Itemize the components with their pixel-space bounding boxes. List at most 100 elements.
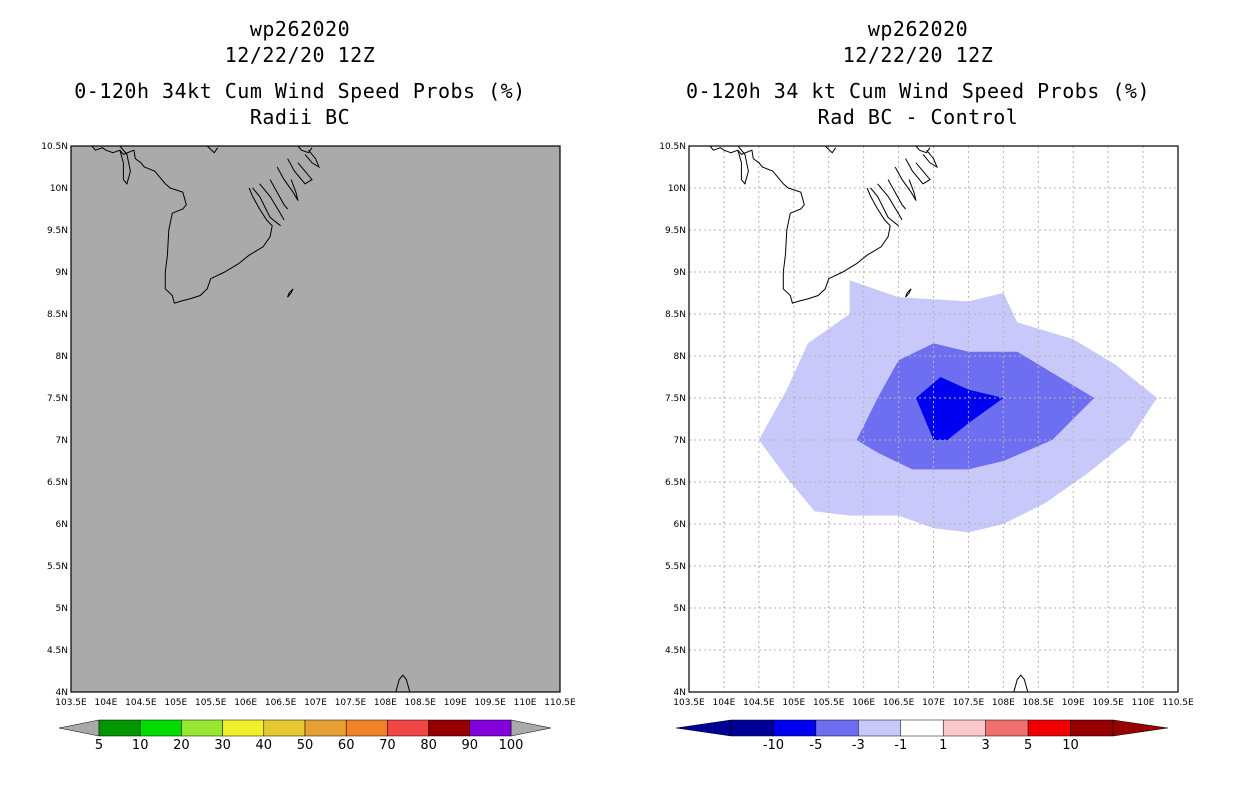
coastline-delta-2 (269, 179, 288, 210)
colorbar-swatch (1070, 719, 1114, 737)
right-product-title: 0-120h 34 kt Cum Wind Speed Probs (%) (685, 79, 1151, 103)
right-subtitle: Rad BC - Control (817, 105, 1019, 129)
coastline-delta-1 (877, 183, 903, 221)
colorbar-swatch (345, 719, 388, 737)
lat-tick-label: 6.5N (47, 478, 68, 488)
colorbar-swatch (181, 719, 223, 737)
colorbar-label: 5 (95, 738, 103, 753)
lon-tick-label: 106E (234, 698, 257, 708)
coastline-delta-4 (287, 158, 313, 185)
left-map-background (71, 146, 560, 692)
colorbar-label: -1 (894, 738, 907, 753)
colorbar-swatch (773, 719, 817, 737)
lon-tick-label: 106E (852, 698, 875, 708)
right-panel-title: wp262020 12/22/20 12Z 0-120h 34 kt Cum W… (638, 16, 1198, 130)
right-datetime: 12/22/20 12Z (842, 43, 994, 67)
right-map-frame (688, 145, 1179, 693)
lat-tick-label: 4N (56, 688, 68, 698)
colorbar-right-arrow (1112, 719, 1169, 737)
colorbar-swatch (985, 719, 1029, 737)
lat-tick-label: 5.5N (47, 562, 68, 572)
lon-tick-label: 109.5E (1092, 698, 1124, 708)
colorbar-label: 10 (1062, 738, 1079, 753)
island-con-son (905, 288, 912, 298)
colorbar-label: 50 (297, 738, 314, 753)
lon-tick-label: 109E (1062, 698, 1085, 708)
coastline-delta-2 (887, 179, 906, 210)
colorbar-right-arrow (510, 719, 552, 737)
colorbar-swatch (730, 719, 774, 737)
lon-tick-label: 104.5E (125, 698, 157, 708)
colorbar-swatch (387, 719, 429, 737)
lat-tick-label: 4.5N (47, 646, 68, 656)
lon-tick-label: 109.5E (474, 698, 506, 708)
coastline-delta-4 (905, 158, 931, 185)
lon-tick-label: 110.5E (1162, 698, 1194, 708)
coastline-delta-0 (252, 187, 281, 227)
colorbar-label: 20 (173, 738, 190, 753)
colorbar-swatch (858, 719, 902, 737)
lat-tick-label: 5N (674, 604, 686, 614)
coastline-mainland (91, 145, 273, 304)
right-colorbar: -10 -5 -3 -1 1 3 5 10 (675, 719, 1169, 753)
map-gridlines (689, 146, 1178, 692)
lat-tick-label: 9N (56, 268, 68, 278)
lat-tick-label: 10.5N (41, 142, 68, 152)
lon-tick-label: 110E (514, 698, 537, 708)
lon-tick-label: 106.5E (883, 698, 915, 708)
coastline-delta-7 (737, 145, 749, 185)
lat-tick-label: 9.5N (47, 226, 68, 236)
left-map: 103.5E 104E 104.5E 105E 105.5E 106E 106.5E 107E… (41, 142, 576, 753)
right-storm-id: wp262020 (867, 17, 969, 41)
lat-tick-label: 9.5N (665, 226, 686, 236)
colorbar-left-arrow (675, 719, 732, 737)
coastline-delta-3 (894, 166, 917, 201)
lat-tick-label: 8.5N (665, 310, 686, 320)
lat-tick-label: 8N (674, 352, 686, 362)
lon-tick-label: 105.5E (813, 698, 845, 708)
lat-tick-label: 10.5N (659, 142, 686, 152)
coastline-delta-6 (915, 145, 931, 154)
colorbar-label: 90 (462, 738, 479, 753)
colorbar-swatch (942, 719, 986, 737)
colorbar-swatch (304, 719, 347, 737)
lon-tick-label: 105E (164, 698, 187, 708)
colorbar-label: -5 (809, 738, 822, 753)
lat-tick-label: 4N (674, 688, 686, 698)
lat-tick-label: 5N (56, 604, 68, 614)
lon-tick-label: 104.5E (743, 698, 775, 708)
map-axes: 103.5E 104E 104.5E 105E 105.5E 106E 106.5E 107E… (41, 142, 576, 708)
lat-tick-label: 6.5N (665, 478, 686, 488)
lon-tick-label: 104E (94, 698, 117, 708)
lat-tick-label: 8.5N (47, 310, 68, 320)
lat-tick-label: 8N (56, 352, 68, 362)
colorbar-swatch (222, 719, 265, 737)
left-colorbar: 5 10 20 30 40 50 60 70 80 90 100 (58, 719, 552, 753)
lat-tick-label: 7N (674, 436, 686, 446)
lon-tick-label: 103.5E (673, 698, 705, 708)
lon-tick-label: 105.5E (195, 698, 227, 708)
coastline-borneo-tip (1013, 674, 1029, 693)
lat-tick-label: 6N (56, 520, 68, 530)
left-panel-title: wp262020 12/22/20 12Z 0-120h 34kt Cum Wi… (20, 16, 580, 130)
lon-tick-label: 108E (992, 698, 1015, 708)
lat-tick-label: 7.5N (47, 394, 68, 404)
lat-tick-label: 10N (50, 184, 68, 194)
colorbar-swatch (900, 719, 944, 737)
lat-tick-label: 9N (674, 268, 686, 278)
left-coastlines (91, 145, 411, 693)
colorbar-left-arrow (58, 719, 100, 737)
colorbar-label: 1 (939, 738, 947, 753)
coastline-delta-8 (824, 145, 837, 154)
lon-tick-label: 107.5E (335, 698, 367, 708)
lon-tick-label: 104E (712, 698, 735, 708)
colorbar-label: 10 (132, 738, 149, 753)
left-datetime: 12/22/20 12Z (224, 43, 376, 67)
lon-tick-label: 109E (444, 698, 467, 708)
coastline-delta-0 (870, 187, 899, 227)
lon-tick-label: 105E (782, 698, 805, 708)
island-con-son (287, 288, 294, 298)
colorbar-label: -3 (852, 738, 865, 753)
right-coastlines (709, 145, 1029, 693)
lat-tick-label: 5.5N (665, 562, 686, 572)
